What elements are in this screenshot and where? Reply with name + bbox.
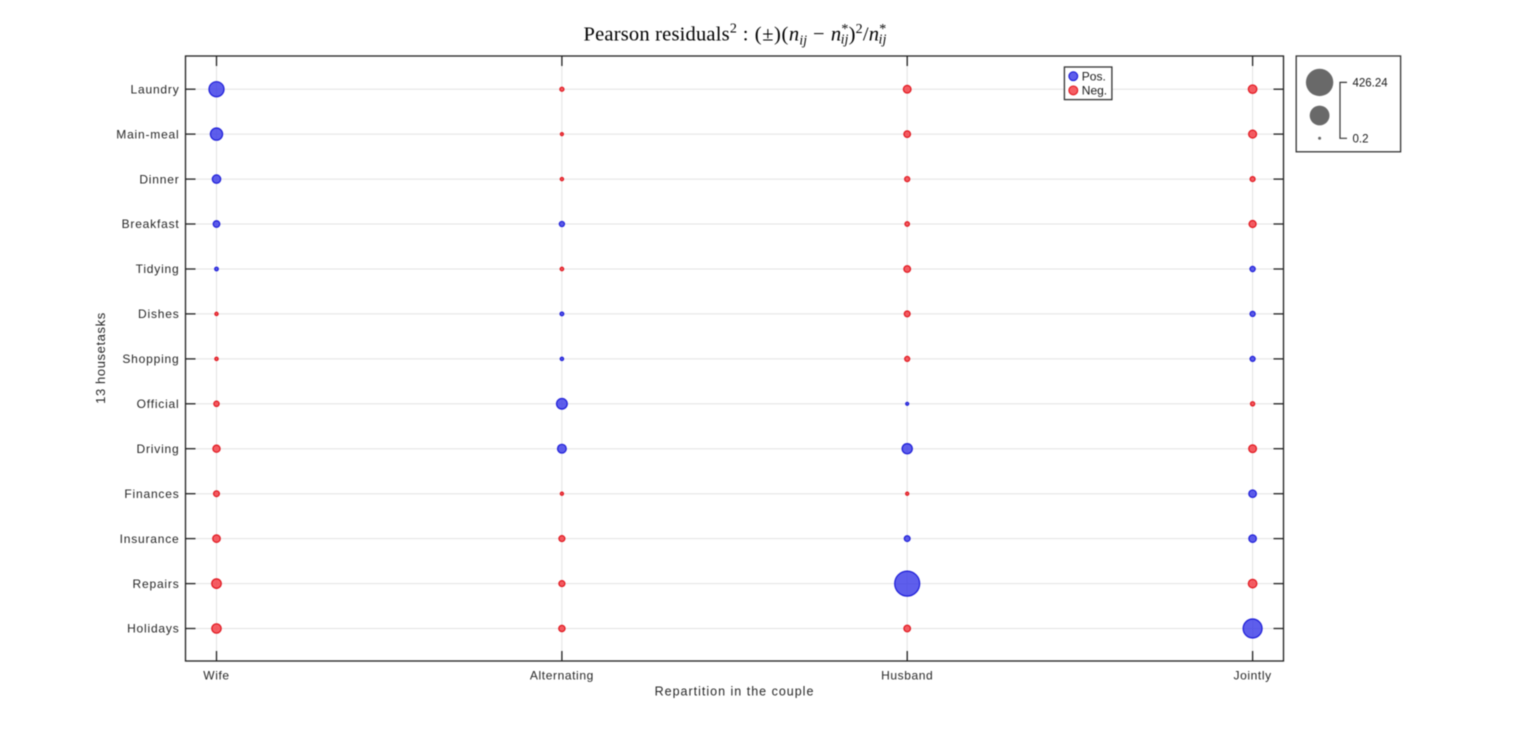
svg-text:Repairs: Repairs [133, 577, 180, 591]
svg-text:Official: Official [137, 397, 180, 411]
svg-text:Tidying: Tidying [136, 262, 180, 276]
svg-text:Shopping: Shopping [122, 352, 179, 366]
svg-text:Dinner: Dinner [139, 172, 179, 186]
svg-text:Jointly: Jointly [1233, 669, 1271, 683]
svg-text:Dishes: Dishes [138, 307, 179, 321]
svg-text:Driving: Driving [137, 442, 180, 456]
svg-text:Neg.: Neg. [1082, 84, 1107, 98]
svg-text:Repartition in the couple: Repartition in the couple [655, 684, 815, 698]
svg-text:Finances: Finances [124, 487, 179, 501]
svg-text:Main-meal: Main-meal [116, 127, 179, 141]
svg-text:Husband: Husband [881, 669, 933, 683]
svg-text:426.24: 426.24 [1353, 78, 1389, 90]
svg-text:Holidays: Holidays [127, 622, 179, 636]
svg-text:13 housetasks: 13 housetasks [93, 312, 108, 404]
svg-text:Alternating: Alternating [530, 669, 594, 683]
svg-text:0.2: 0.2 [1353, 134, 1369, 146]
svg-text:Pos.: Pos. [1082, 69, 1106, 83]
svg-text:Laundry: Laundry [131, 82, 180, 96]
svg-text:Insurance: Insurance [120, 532, 180, 546]
svg-text:Breakfast: Breakfast [122, 217, 180, 231]
svg-text:Wife: Wife [203, 669, 229, 683]
